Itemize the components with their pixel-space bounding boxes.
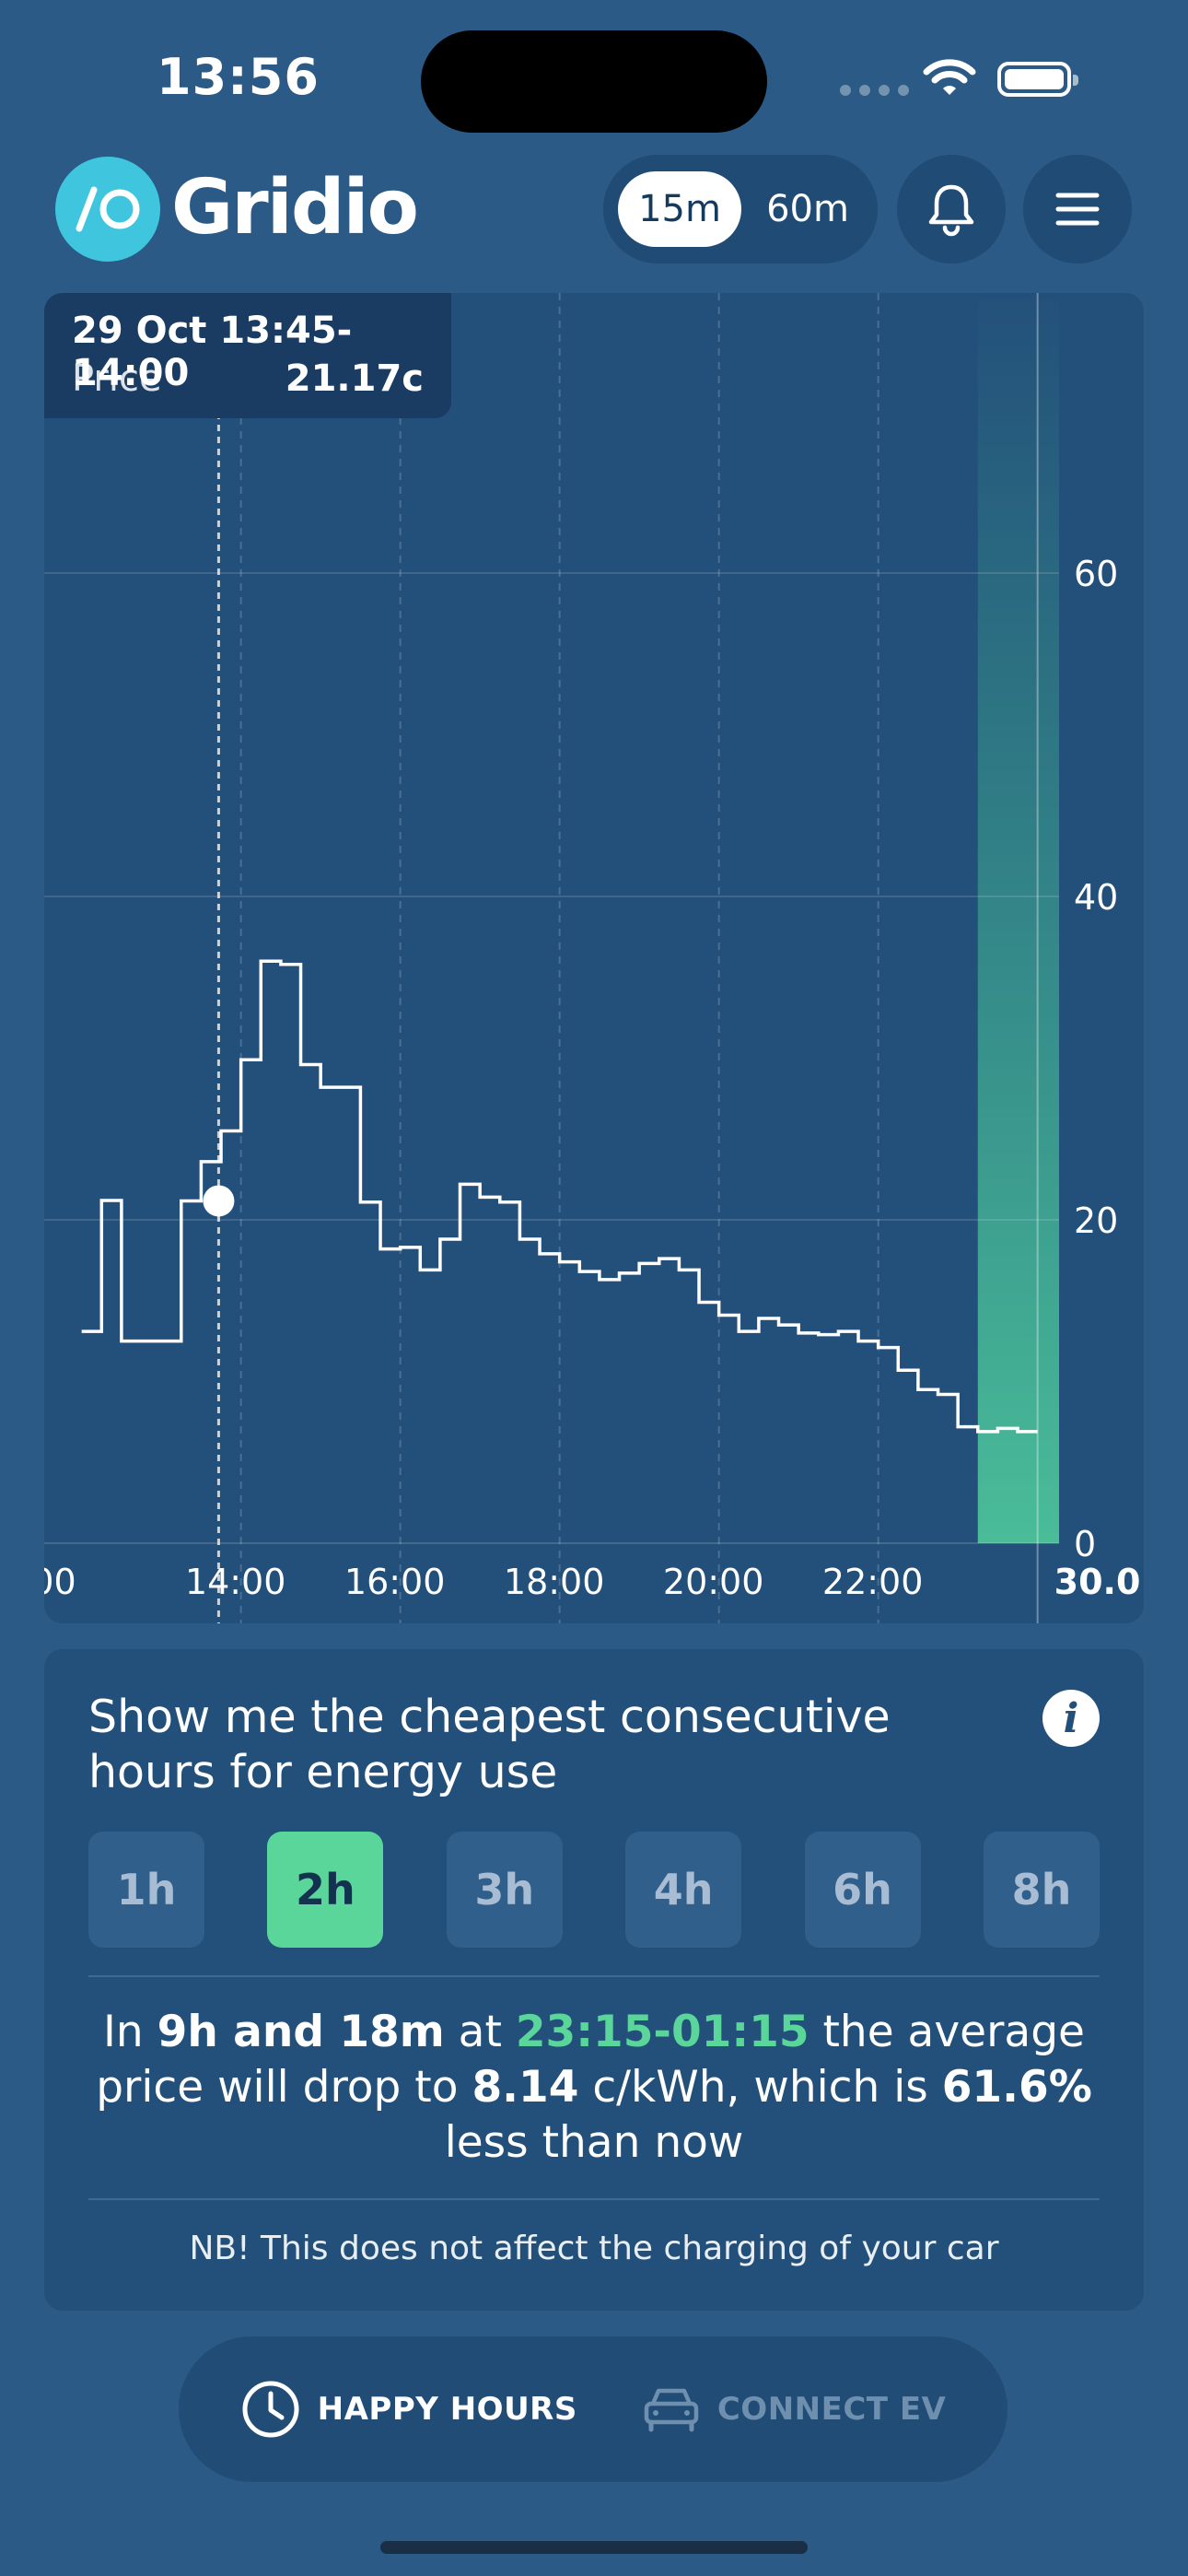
- car-icon: [644, 2388, 699, 2432]
- tooltip-value: 21.17c: [285, 357, 424, 400]
- divider: [88, 1975, 1100, 1977]
- nav-happy-hours-label: HAPPY HOURS: [317, 2391, 577, 2428]
- x-tick-label: 2:00: [44, 1562, 76, 1602]
- tooltip-title: 29 Oct 13:45-14:00: [72, 310, 353, 394]
- tooltip-label: Price: [72, 357, 162, 400]
- interval-15m-button[interactable]: 15m: [618, 171, 741, 247]
- interval-toggle: 15m 60m: [603, 155, 878, 263]
- cheapest-hours-card: Show me the cheapest consecutive hours f…: [44, 1649, 1144, 2311]
- interval-60m-button[interactable]: 60m: [766, 188, 849, 230]
- nav-connect-ev-label: CONNECT EV: [716, 2391, 947, 2428]
- cheapest-window: 23:15-01:15: [515, 2007, 809, 2057]
- x-tick-label: 20:00: [663, 1562, 764, 1602]
- y-tick-label: 40: [1074, 877, 1118, 918]
- card-title: Show me the cheapest consecutive hours f…: [88, 1691, 891, 1798]
- wait-time: 9h and 18m: [157, 2007, 445, 2057]
- charging-note: NB! This does not affect the charging of…: [189, 2230, 999, 2267]
- status-time: 13:56: [157, 48, 320, 106]
- price-tooltip: 29 Oct 13:45-14:00 Price 21.17c: [44, 293, 451, 418]
- x-tick-label: 14:00: [185, 1562, 286, 1602]
- y-tick-label: 60: [1074, 554, 1118, 594]
- average-price: 8.14: [472, 2062, 579, 2113]
- bottom-nav: HAPPY HOURS CONNECT EV: [179, 2336, 1007, 2482]
- menu-icon: [1055, 193, 1100, 226]
- dynamic-island: [421, 30, 767, 133]
- cellular-signal-icon: [840, 85, 909, 96]
- bell-icon: [928, 184, 974, 237]
- divider: [88, 2198, 1100, 2200]
- current-price-point: [203, 1185, 235, 1217]
- hours-2h-button[interactable]: 2h: [267, 1832, 384, 1948]
- x-tick-label: 22:00: [822, 1562, 924, 1602]
- notifications-button[interactable]: [897, 155, 1006, 263]
- menu-button[interactable]: [1023, 155, 1132, 263]
- savings-summary: In 9h and 18m at 23:15-01:15 the average…: [96, 2007, 1092, 2168]
- cheapest-window-highlight: [977, 293, 1059, 1543]
- hours-8h-button[interactable]: 8h: [983, 1832, 1100, 1948]
- info-icon[interactable]: i: [1042, 1690, 1100, 1747]
- home-indicator: [380, 2541, 808, 2554]
- nav-happy-hours[interactable]: HAPPY HOURS: [240, 2379, 577, 2440]
- y-tick-label: 20: [1074, 1200, 1118, 1241]
- wifi-icon: [923, 59, 976, 95]
- hours-3h-button[interactable]: 3h: [446, 1832, 563, 1948]
- gridio-logo-icon: [55, 157, 160, 262]
- brand-name: Gridio: [171, 164, 419, 252]
- hours-4h-button[interactable]: 4h: [625, 1832, 742, 1948]
- price-step-line: [81, 959, 1038, 1434]
- y-tick-label: 0: [1074, 1524, 1096, 1564]
- x-tick-label: 18:00: [504, 1562, 605, 1602]
- price-chart-svg: 0 20 40 60 2:00 14:00 16:00 18:00 20:00 22:00 30.0: [44, 293, 1141, 1623]
- hour-options: 1h 2h 3h 4h 6h 8h: [88, 1832, 1100, 1948]
- clock-icon: [242, 2381, 299, 2438]
- x-tick-label: 30.0: [1054, 1562, 1141, 1602]
- hours-6h-button[interactable]: 6h: [804, 1832, 921, 1948]
- nav-connect-ev[interactable]: CONNECT EV: [642, 2383, 947, 2435]
- battery-icon: [997, 62, 1078, 97]
- hours-1h-button[interactable]: 1h: [88, 1832, 204, 1948]
- price-chart[interactable]: 0 20 40 60 2:00 14:00 16:00 18:00 20:00 22:00 30.0: [44, 293, 1144, 1623]
- x-tick-label: 16:00: [344, 1562, 446, 1602]
- savings-percent: 61.6%: [941, 2062, 1092, 2113]
